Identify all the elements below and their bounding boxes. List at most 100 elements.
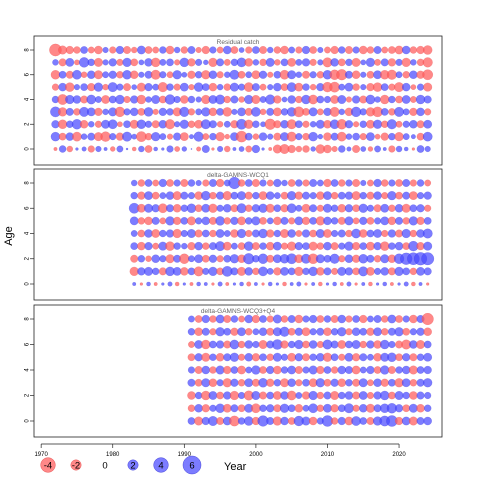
bubble [308,131,318,142]
bubble [223,315,232,323]
bubble [224,71,231,78]
bubble [201,216,210,226]
bubble [302,179,310,187]
bubble [388,132,396,141]
bubble [316,108,324,116]
bubble [395,58,403,66]
bubble [201,352,211,362]
bubble [346,146,352,152]
bubble [230,327,239,336]
bubble [180,179,189,187]
bubble [309,121,317,128]
bubble [259,242,267,250]
bubble [286,203,297,214]
bubble [251,391,261,400]
bubble [302,145,310,153]
bubble [122,57,132,67]
bubble [373,178,382,188]
bubble [397,282,401,286]
bubble [395,353,403,362]
bubble [137,179,146,187]
bubble [366,327,375,336]
bubble [79,120,89,129]
bubble [423,365,432,375]
bubble [351,340,361,349]
bubble [223,45,232,55]
bubble [387,216,397,226]
bubble [309,217,317,225]
bubble [330,391,340,400]
bubble [388,340,396,349]
bubble [217,145,224,153]
bubble [323,366,332,374]
bubble [266,107,275,116]
bubble [359,327,368,336]
bubble [323,391,332,400]
bubble [245,46,253,54]
bubble [380,365,390,375]
bubble [230,404,239,413]
bubble [208,391,218,400]
bubble [145,255,152,262]
bubble [351,365,361,375]
bubble [159,59,167,66]
bubble [388,95,396,104]
bubble [401,203,411,213]
bubble [408,216,418,226]
bubble [316,404,324,412]
bubble [65,45,74,55]
bubble [158,178,167,188]
bubble [280,315,289,323]
bubble [360,179,367,187]
bubble [416,204,425,213]
bubble [337,58,346,67]
bubble [251,314,260,324]
bubble [131,179,138,187]
bubble [359,340,367,349]
bubble [302,404,310,412]
bubble [318,281,323,287]
bubble [195,58,203,66]
bubble [352,204,360,213]
bubble [94,45,103,55]
bubble [223,230,231,237]
bubble [102,83,109,91]
bubble [386,119,397,130]
bubble [301,203,311,213]
bubble [402,217,410,225]
bubble [107,119,118,130]
bubble [402,391,410,400]
bubble [309,83,317,91]
bubble [194,416,204,426]
bubble [421,313,434,325]
bubble [295,179,303,187]
bubble [337,314,346,324]
bubble [366,267,375,276]
bubble [194,315,203,323]
bubble [123,108,131,116]
x-tick-label: 2020 [392,452,406,458]
bubble [238,47,245,53]
bubble [238,315,245,323]
bubble [394,266,404,276]
bubble [252,46,260,54]
bubble [338,108,345,116]
bubble [136,94,147,105]
bubble [316,315,325,323]
bubble [281,353,289,361]
x-tick-label: 2010 [321,452,335,458]
bubble [366,254,375,263]
bubble [387,58,396,67]
bubble [202,179,210,187]
bubble [237,216,246,226]
bubble [403,281,409,287]
bubble [423,352,433,362]
bubble [215,327,225,337]
bubble [330,179,339,187]
bubble [287,58,297,67]
bubble [231,242,238,250]
bubble [273,241,282,251]
bubble [294,266,304,276]
bubble [52,59,59,66]
bubble [358,391,368,400]
